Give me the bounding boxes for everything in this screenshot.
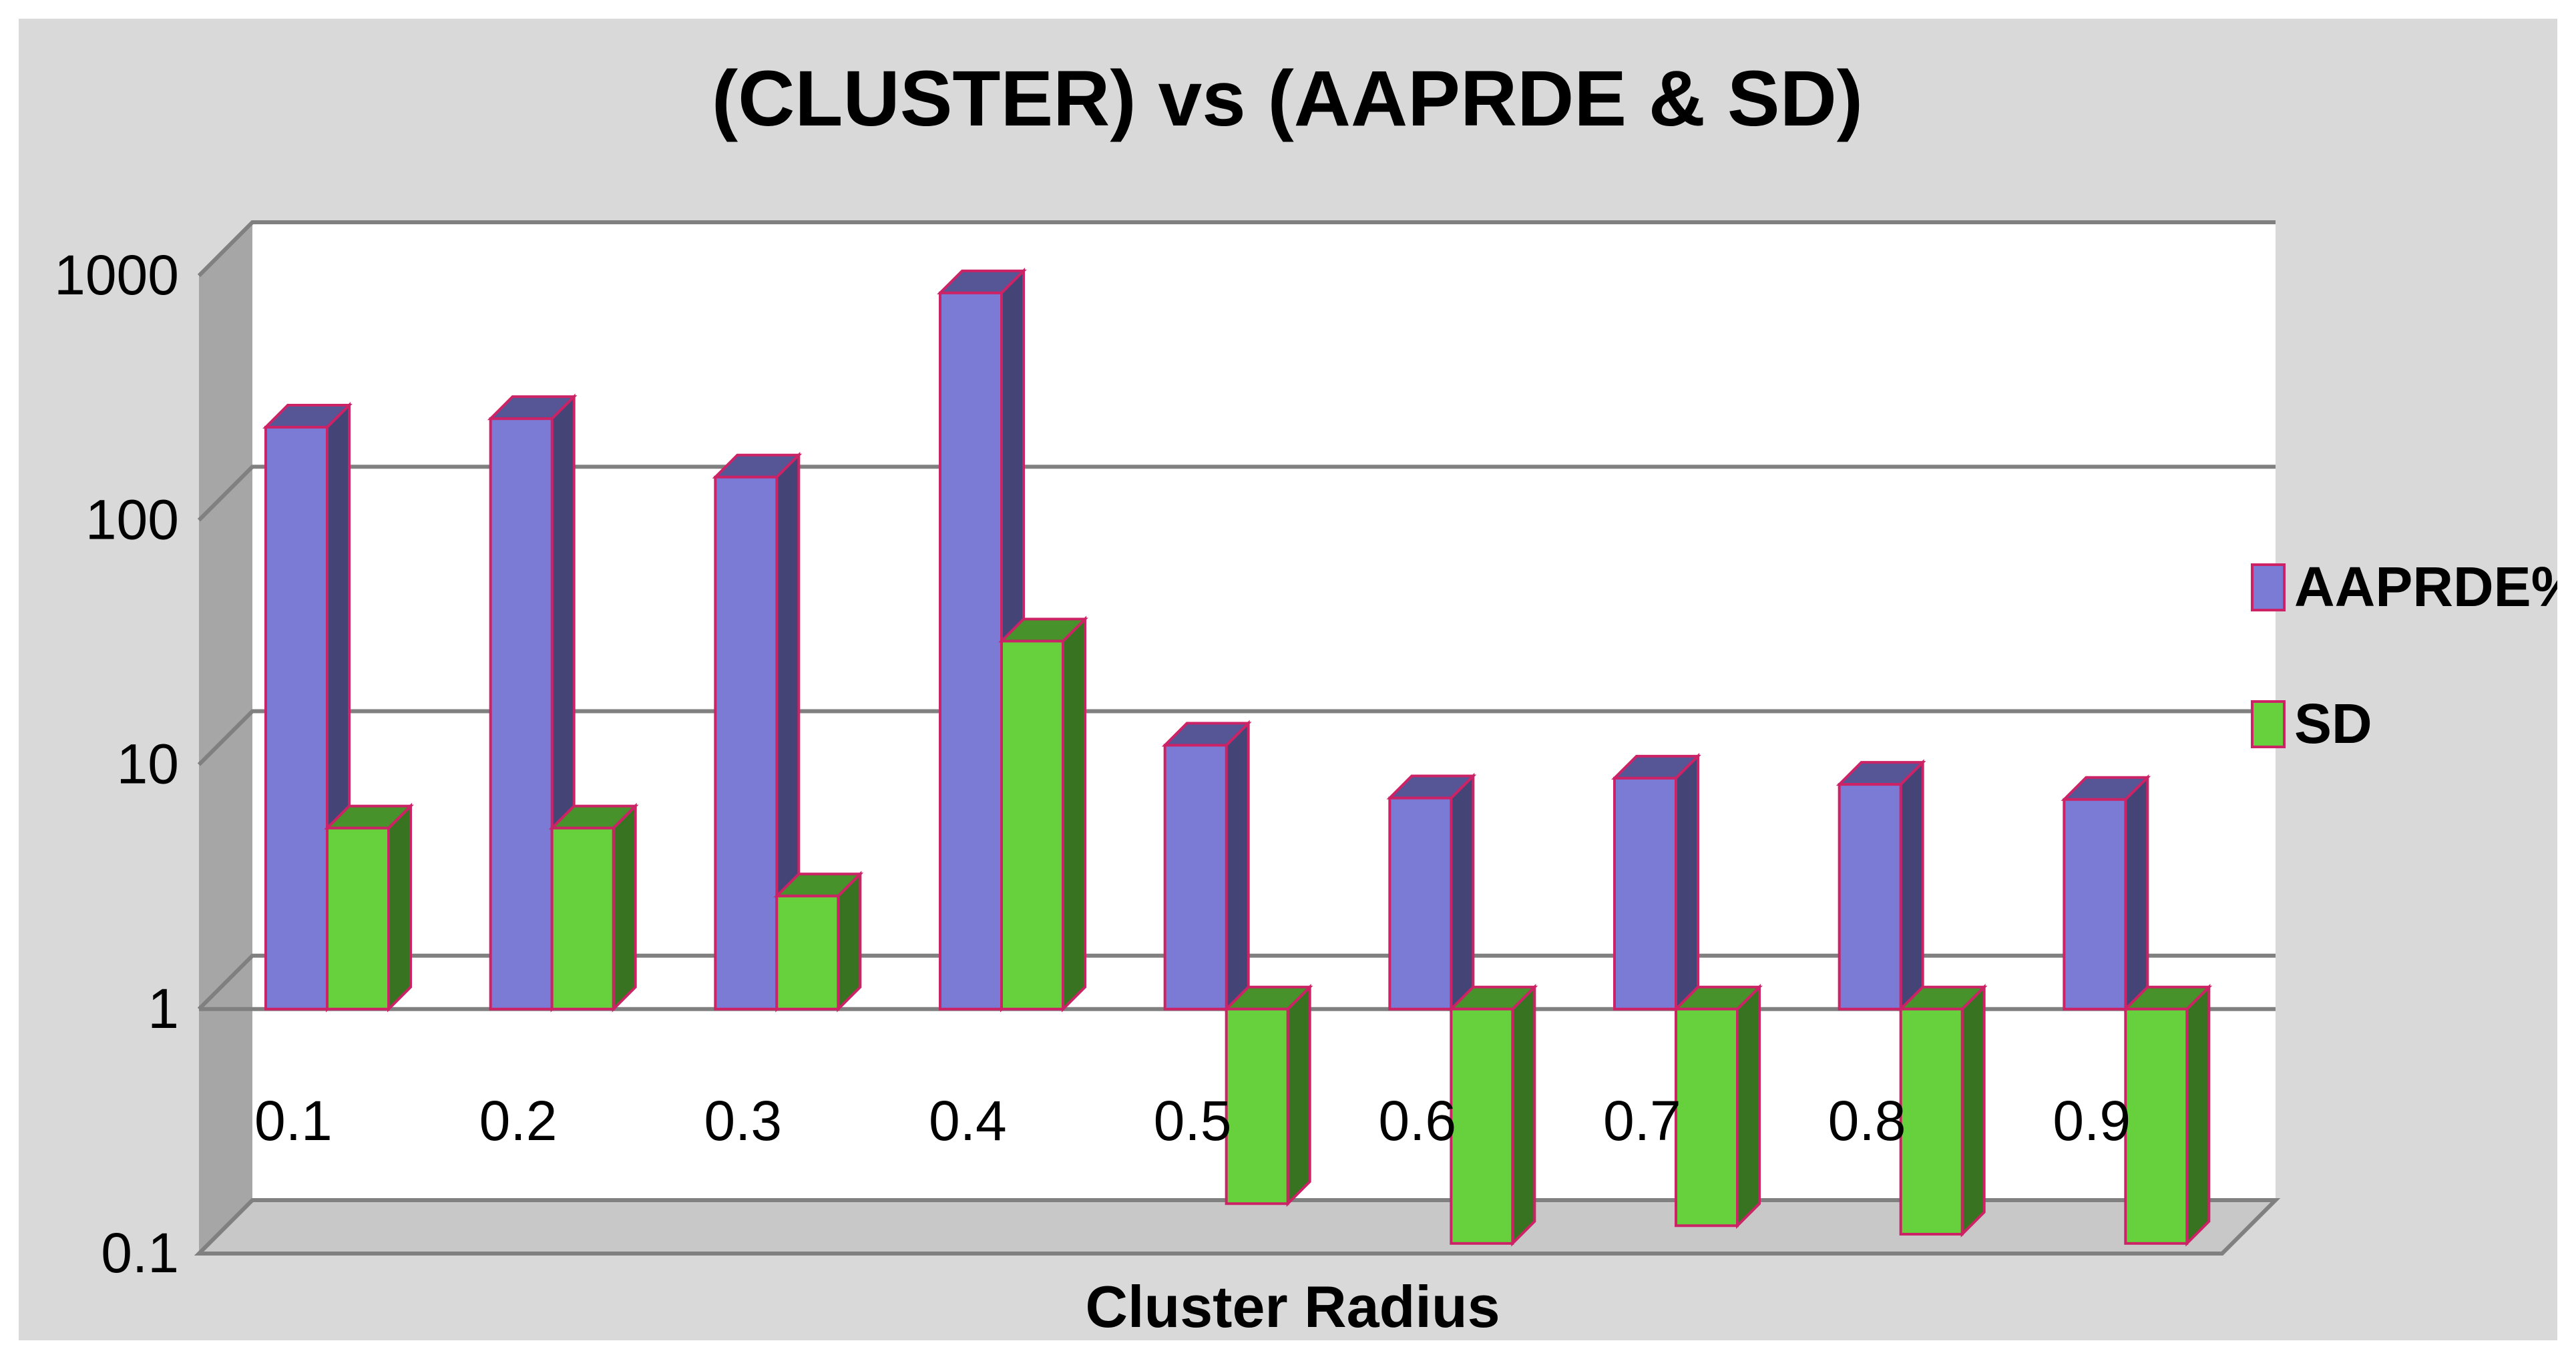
bar-aaprde-0.3 (712, 451, 803, 1013)
bar-side (1286, 983, 1311, 1207)
category-label: 0.1 (254, 1089, 333, 1152)
bar-aaprde-0.6 (1386, 772, 1477, 1013)
legend-label: AAPRDE% (2294, 555, 2557, 618)
legend-swatch (2251, 563, 2286, 611)
legend-label: SD (2294, 692, 2372, 755)
bar-aaprde-0.8 (1836, 759, 1926, 1013)
bar-front (1225, 1007, 1289, 1205)
bar-front (2124, 1007, 2189, 1245)
bar-sd-0.6 (1448, 983, 1538, 1247)
legend-swatch (2251, 700, 2286, 748)
bar-front (1675, 1007, 1739, 1228)
bar-aaprde-0.2 (487, 393, 578, 1013)
bar-sd-0.5 (1223, 983, 1313, 1207)
chart-frame: 0.1 0.2 0.3 0.4 0.5 0.6 0.7 0.8 0.9 0.1 1 10 100 100… (19, 19, 2557, 1340)
gridline (197, 220, 2276, 278)
category-label: 0.5 (1154, 1089, 1232, 1152)
gridline (197, 953, 2276, 1011)
category-label: 0.9 (2053, 1089, 2131, 1152)
bar-front (1838, 783, 1902, 1011)
y-tick-label: 1000 (54, 244, 179, 306)
bar-front (1613, 776, 1677, 1011)
bar-front (2063, 798, 2127, 1011)
x-axis-label: Cluster Radius (1085, 1274, 1500, 1340)
bar-side (387, 802, 412, 1013)
bar-side (612, 802, 637, 1013)
bar-sd-0.1 (324, 802, 414, 1013)
bar-side (1225, 720, 1250, 1013)
bar-side (2185, 983, 2211, 1247)
bar-sd-0.4 (998, 615, 1088, 1013)
bar-aaprde-0.7 (1611, 753, 1701, 1013)
category-label: 0.2 (479, 1089, 558, 1152)
floor (194, 1198, 2281, 1256)
y-tick-labels: 0.1 1 10 100 1000 (54, 244, 179, 1284)
bar-front (1450, 1007, 1514, 1245)
bar-aaprde-0.9 (2061, 774, 2151, 1013)
category-label: 0.4 (929, 1089, 1007, 1152)
bar-side (1062, 615, 1086, 1013)
bar-front (264, 425, 329, 1011)
bar-front (326, 826, 390, 1011)
bar-sd-0.3 (773, 870, 864, 1013)
bar-front (1899, 1007, 1964, 1236)
bar-sd-0.8 (1897, 983, 1988, 1238)
bar-side (1675, 753, 1699, 1013)
gridline (197, 465, 2276, 522)
bar-front (1163, 744, 1228, 1011)
bar-front (939, 291, 1003, 1011)
bar-front (714, 475, 779, 1011)
category-label: 0.7 (1603, 1089, 1681, 1152)
y-tick-label: 10 (117, 733, 179, 796)
y-tick-label: 1 (148, 977, 179, 1040)
chart-svg: 0.1 0.2 0.3 0.4 0.5 0.6 0.7 0.8 0.9 0.1 1 10 100 100… (54, 55, 2557, 1340)
bar-front (550, 826, 615, 1011)
bar-side (1450, 772, 1475, 1013)
y-tick-label: 0.1 (101, 1221, 179, 1284)
bar-side (1511, 983, 1536, 1247)
bar-front (775, 894, 840, 1011)
chart-title: (CLUSTER) vs (AAPRDE & SD) (712, 55, 1863, 143)
bar-front (1000, 639, 1064, 1011)
bar-front (1388, 796, 1453, 1011)
bar-side (1960, 983, 1986, 1238)
bar-sd-0.2 (548, 802, 639, 1013)
bar-sd-0.9 (2122, 983, 2213, 1247)
category-labels: 0.1 0.2 0.3 0.4 0.5 0.6 0.7 0.8 0.9 (254, 1089, 2131, 1152)
legend: AAPRDE% SD (2251, 555, 2557, 755)
bar-sd-0.7 (1673, 983, 1763, 1230)
bar-front (489, 417, 554, 1011)
category-label: 0.6 (1378, 1089, 1456, 1152)
bar-side (1899, 759, 1924, 1013)
category-label: 0.8 (1828, 1089, 1906, 1152)
bar-side (2124, 774, 2149, 1013)
category-label: 0.3 (704, 1089, 782, 1152)
bar-aaprde-0.5 (1161, 720, 1252, 1013)
bar-side (1736, 983, 1761, 1230)
y-tick-label: 100 (85, 488, 179, 551)
gridline (197, 709, 2276, 766)
bars (262, 268, 2213, 1247)
